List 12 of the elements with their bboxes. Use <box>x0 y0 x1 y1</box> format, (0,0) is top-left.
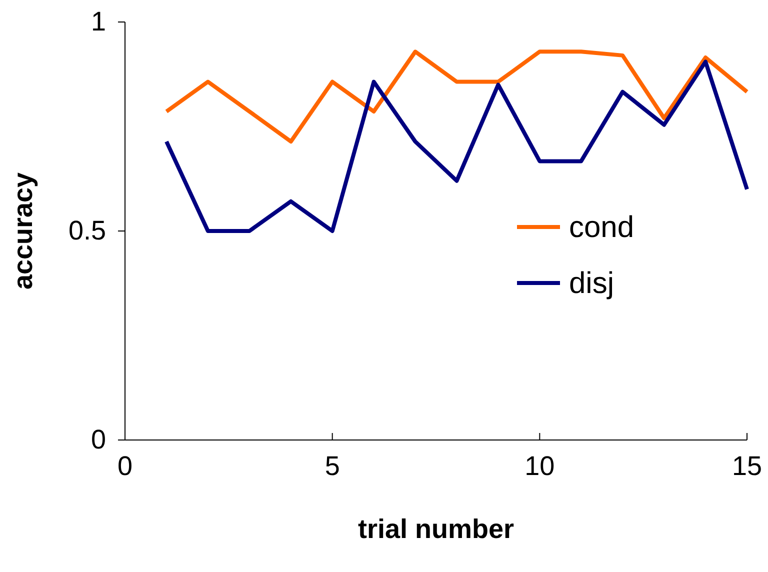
x-tick-label: 10 <box>524 451 555 482</box>
y-tick-label: 0.5 <box>68 216 106 246</box>
x-tick-label: 5 <box>324 451 340 482</box>
y-axis-title: accuracy <box>8 172 38 290</box>
y-tick-label: 0 <box>90 424 106 455</box>
x-axis-title: trial number <box>358 514 515 544</box>
legend-label: cond <box>569 211 634 244</box>
y-tick-label: 1 <box>90 6 106 37</box>
x-tick-label: 15 <box>732 451 762 482</box>
x-tick-label: 0 <box>117 451 133 482</box>
line-series <box>164 50 749 144</box>
legend-label: disj <box>569 267 614 300</box>
